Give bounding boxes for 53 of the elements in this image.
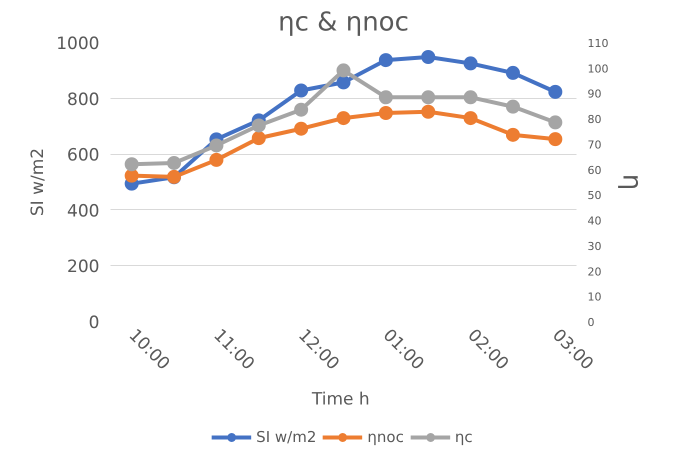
point [421, 50, 436, 64]
point [378, 90, 393, 104]
point [378, 106, 393, 120]
y2-tick-label: 90 [588, 88, 602, 101]
point [506, 66, 520, 80]
point [252, 131, 266, 146]
point [294, 84, 308, 98]
point [421, 104, 436, 119]
y2-tick-label: 100 [588, 62, 608, 76]
legend-label: ηc [454, 428, 474, 446]
point [464, 56, 478, 70]
point [124, 168, 139, 183]
y-tick-label: 0 [88, 313, 100, 333]
point [252, 118, 266, 132]
point [464, 111, 478, 126]
point [209, 152, 224, 167]
point [336, 75, 350, 90]
legend-label: SI w/m2 [256, 428, 316, 446]
point [464, 90, 478, 104]
point [336, 111, 350, 126]
y2-tick-label: 80 [588, 113, 602, 126]
point [548, 84, 562, 99]
point [548, 132, 562, 146]
y2-tick-label: 0 [588, 316, 594, 329]
y2-tick-label: 10 [588, 290, 602, 304]
chart-title: ηc & ηnoc [278, 8, 409, 38]
x-axis-title: Time h [310, 389, 370, 410]
y2-tick-label: 60 [588, 164, 602, 177]
y2-tick-label: 20 [588, 265, 602, 278]
point [124, 157, 139, 172]
y-tick-label: 200 [67, 257, 100, 278]
point [294, 122, 308, 136]
y-tick-label: 600 [67, 146, 100, 166]
point [336, 63, 350, 78]
y2-tick-label: 110 [588, 37, 608, 50]
y2-tick-label: 30 [588, 240, 602, 253]
point [421, 90, 436, 104]
point [378, 53, 393, 68]
point [294, 102, 308, 117]
y-axis-title: SI w/m2 [28, 148, 48, 216]
y-tick-label: 1000 [56, 34, 100, 54]
point [506, 100, 520, 114]
y2-tick-label: 70 [588, 138, 602, 152]
legend-label: ηnoc [367, 428, 404, 446]
point [506, 128, 520, 142]
y2-tick-label: 40 [588, 214, 602, 228]
y-tick-label: 400 [67, 201, 100, 222]
point [548, 115, 562, 130]
y-tick-label: 800 [67, 90, 100, 110]
y2-tick-label: 50 [588, 189, 602, 202]
y2-axis-title: η [616, 174, 646, 190]
point [167, 156, 182, 170]
point [209, 138, 224, 152]
